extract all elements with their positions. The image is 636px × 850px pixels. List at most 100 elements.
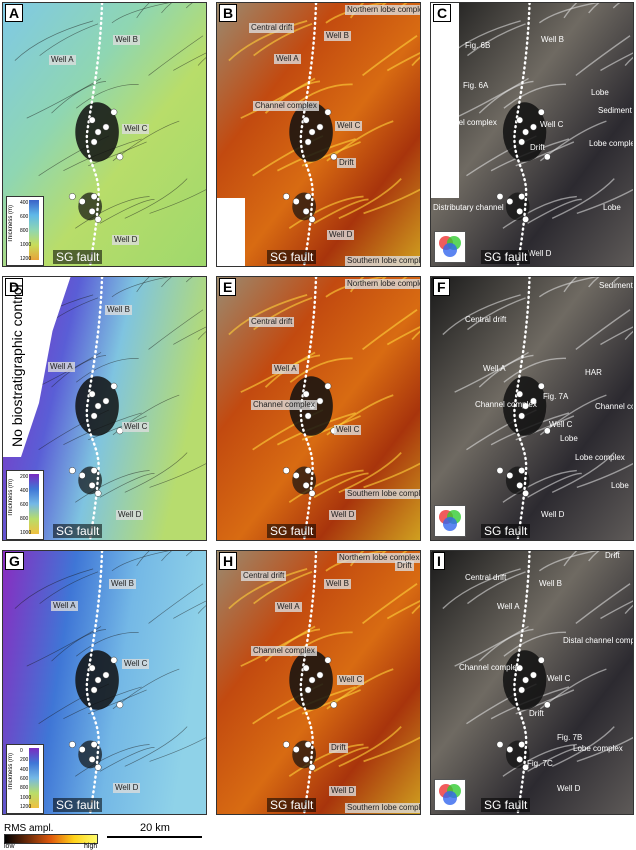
map-label: Channel complex [253, 101, 319, 111]
map-label: Well C [122, 659, 150, 669]
panel-d: D Well B Well A Well C Well D Thickness (m) 20… [2, 276, 207, 541]
panel-letter: C [433, 4, 452, 22]
map-label: Well A [48, 362, 75, 372]
legend-tick: 600 [20, 776, 29, 782]
panel-c: C Well B Fig. 6B Fig. 6A Lobe Sediment waves C… [430, 2, 634, 267]
rgb-blend-icon [434, 231, 466, 263]
map-label: Well A [51, 601, 78, 611]
map-label: Well C [337, 675, 365, 685]
map-label: Fig. 6B [465, 41, 491, 50]
map-label: Channel complex [435, 118, 497, 127]
map-label: Northern lobe complex [337, 553, 420, 563]
map-label: Lobe [560, 434, 578, 443]
legend-title: Thickness (m) [8, 205, 14, 243]
panel-e: E Northern lobe complex Central drift Well … [216, 276, 421, 541]
sg-fault-label: SG fault [53, 250, 103, 264]
map-label: Well D [541, 510, 565, 519]
map-label: Channel complex [459, 663, 521, 672]
rms-legend-title: RMS ampl. [4, 823, 54, 834]
no-data-area [431, 3, 459, 198]
no-data-area [217, 198, 245, 266]
map-label: Well A [274, 54, 301, 64]
sg-fault-label: SG fault [267, 524, 317, 538]
map-label: Well D [528, 249, 552, 258]
sg-fault-label: SG fault [481, 250, 531, 264]
legend-tick: 1200 [20, 804, 32, 810]
thickness-legend: Thickness (m) 0 200 400 600 800 1000 1200 [6, 744, 44, 814]
thickness-legend: Thickness (m) 200 400 600 800 1000 [6, 470, 44, 540]
sg-fault-label: SG fault [53, 798, 103, 812]
map-label: Well C [547, 674, 571, 683]
map-label: Fig. 7C [527, 759, 553, 768]
map-label: Drift [337, 158, 356, 168]
map-label: Lobe [611, 481, 629, 490]
sg-fault-label: SG fault [481, 798, 531, 812]
legend-tick: 1000 [20, 530, 32, 536]
map-label: Well B [105, 305, 132, 315]
map-label: Southern lobe complex [345, 256, 420, 266]
map-label: Northern lobe complex [345, 279, 420, 289]
map-label: Distal channel complex [563, 636, 633, 645]
map-label: Well B [109, 579, 136, 589]
rms-high-label: high [84, 843, 98, 850]
scale-bar [107, 836, 202, 838]
panel-a: A Well B Well A Well C Well D Thickness (m) 40… [2, 2, 207, 267]
map-label: Well D [113, 783, 141, 793]
panel-letter: E [219, 278, 237, 296]
legend-tick: 400 [20, 488, 29, 494]
map-label: Channel complex [595, 402, 633, 411]
map-label: Sediment waves [598, 106, 633, 115]
map-label: HAR [585, 368, 602, 377]
legend-tick: 800 [20, 516, 29, 522]
map-label: Sediment waves [599, 281, 633, 290]
map-label: Central drift [249, 317, 295, 327]
legend-title: Thickness (m) [8, 753, 14, 791]
legend-tick: 0 [20, 748, 23, 754]
panel-letter: H [219, 552, 238, 570]
map-label: Fig. 7A [543, 392, 569, 401]
legend-tick: 600 [20, 502, 29, 508]
map-label: Well C [540, 120, 564, 129]
sg-fault-label: SG fault [481, 524, 531, 538]
map-label: Well A [497, 602, 520, 611]
map-label: Lobe [591, 88, 609, 97]
map-label: Lobe complex [575, 453, 625, 462]
map-label: Drift [329, 743, 348, 753]
map-label: Well A [49, 55, 76, 65]
map-label: Well B [539, 579, 562, 588]
map-label: Central drift [249, 23, 295, 33]
thickness-legend: Thickness (m) 400 600 800 1000 1200 [6, 196, 44, 266]
thickness-colorbar [29, 474, 39, 534]
panel-h: H Northern lobe complex Drift Central drift… [216, 550, 421, 815]
legend-tick: 200 [20, 474, 29, 480]
no-biostratigraphic-control-label: No biostratigraphic control [9, 284, 25, 447]
sg-fault-label: SG fault [267, 250, 317, 264]
panel-letter: F [433, 278, 450, 296]
map-label: Well B [541, 35, 564, 44]
legend-tick: 1000 [20, 794, 32, 801]
legend-tick: 600 [20, 214, 29, 220]
map-label: Southern lobe complex [345, 489, 420, 499]
panel-f: F Sediment waves Central drift Well A HAR Cha… [430, 276, 634, 541]
legend-tick: 200 [20, 757, 29, 764]
rms-colorbar [4, 834, 98, 844]
rms-low-label: low [4, 843, 15, 850]
map-label: Well D [327, 230, 355, 240]
map-label: Well D [557, 784, 581, 793]
map-label: Lobe complex [573, 744, 623, 753]
map-label: Well D [116, 510, 144, 520]
map-label: Well A [275, 602, 302, 612]
legend-tick: 800 [20, 228, 29, 234]
map-label: Channel complex [475, 400, 537, 409]
map-label: Drift [529, 709, 544, 718]
map-label: Well C [334, 425, 362, 435]
map-label: Well B [324, 579, 351, 589]
sg-fault-label: SG fault [267, 798, 317, 812]
map-label: Well C [335, 121, 363, 131]
legend-title: Thickness (m) [8, 479, 14, 517]
panel-g: G Well B Well A Well C Well D Thickness (m) 0 2… [2, 550, 207, 815]
map-label: Drift [605, 551, 620, 560]
legend-tick: 1000 [20, 242, 32, 248]
panel-i: I Drift Central drift Well B Well A Distal ch… [430, 550, 634, 815]
panel-letter: D [5, 278, 24, 296]
